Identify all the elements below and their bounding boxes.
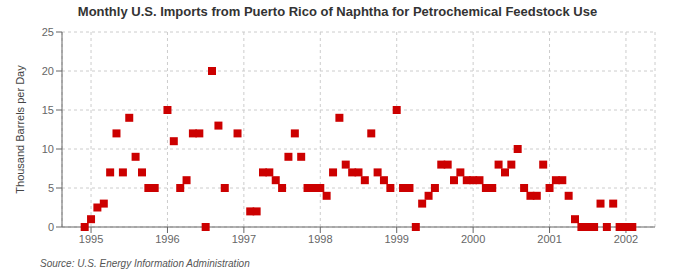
svg-text:2002: 2002 [614,233,638,245]
svg-text:1999: 1999 [384,233,408,245]
svg-text:5: 5 [48,182,54,194]
svg-text:25: 25 [42,26,54,38]
svg-text:1998: 1998 [308,233,332,245]
svg-text:1995: 1995 [79,233,103,245]
svg-text:1997: 1997 [232,233,256,245]
svg-text:20: 20 [42,65,54,77]
svg-text:2001: 2001 [537,233,561,245]
svg-text:1996: 1996 [155,233,179,245]
html-text:Monthly U.S. Imports from Puer: Monthly U.S. Imports from Puerto Rico of… [77,4,598,19]
svg-text:15: 15 [42,104,54,116]
svg-text:Thousand Barrels per Day: Thousand Barrels per Day [14,65,26,194]
svg-text:2000: 2000 [461,233,485,245]
html-text:Source: U.S. Energy Informatio: Source: U.S. Energy Information Administ… [40,258,250,269]
svg-text:10: 10 [42,143,54,155]
svg-text:0: 0 [48,221,54,233]
